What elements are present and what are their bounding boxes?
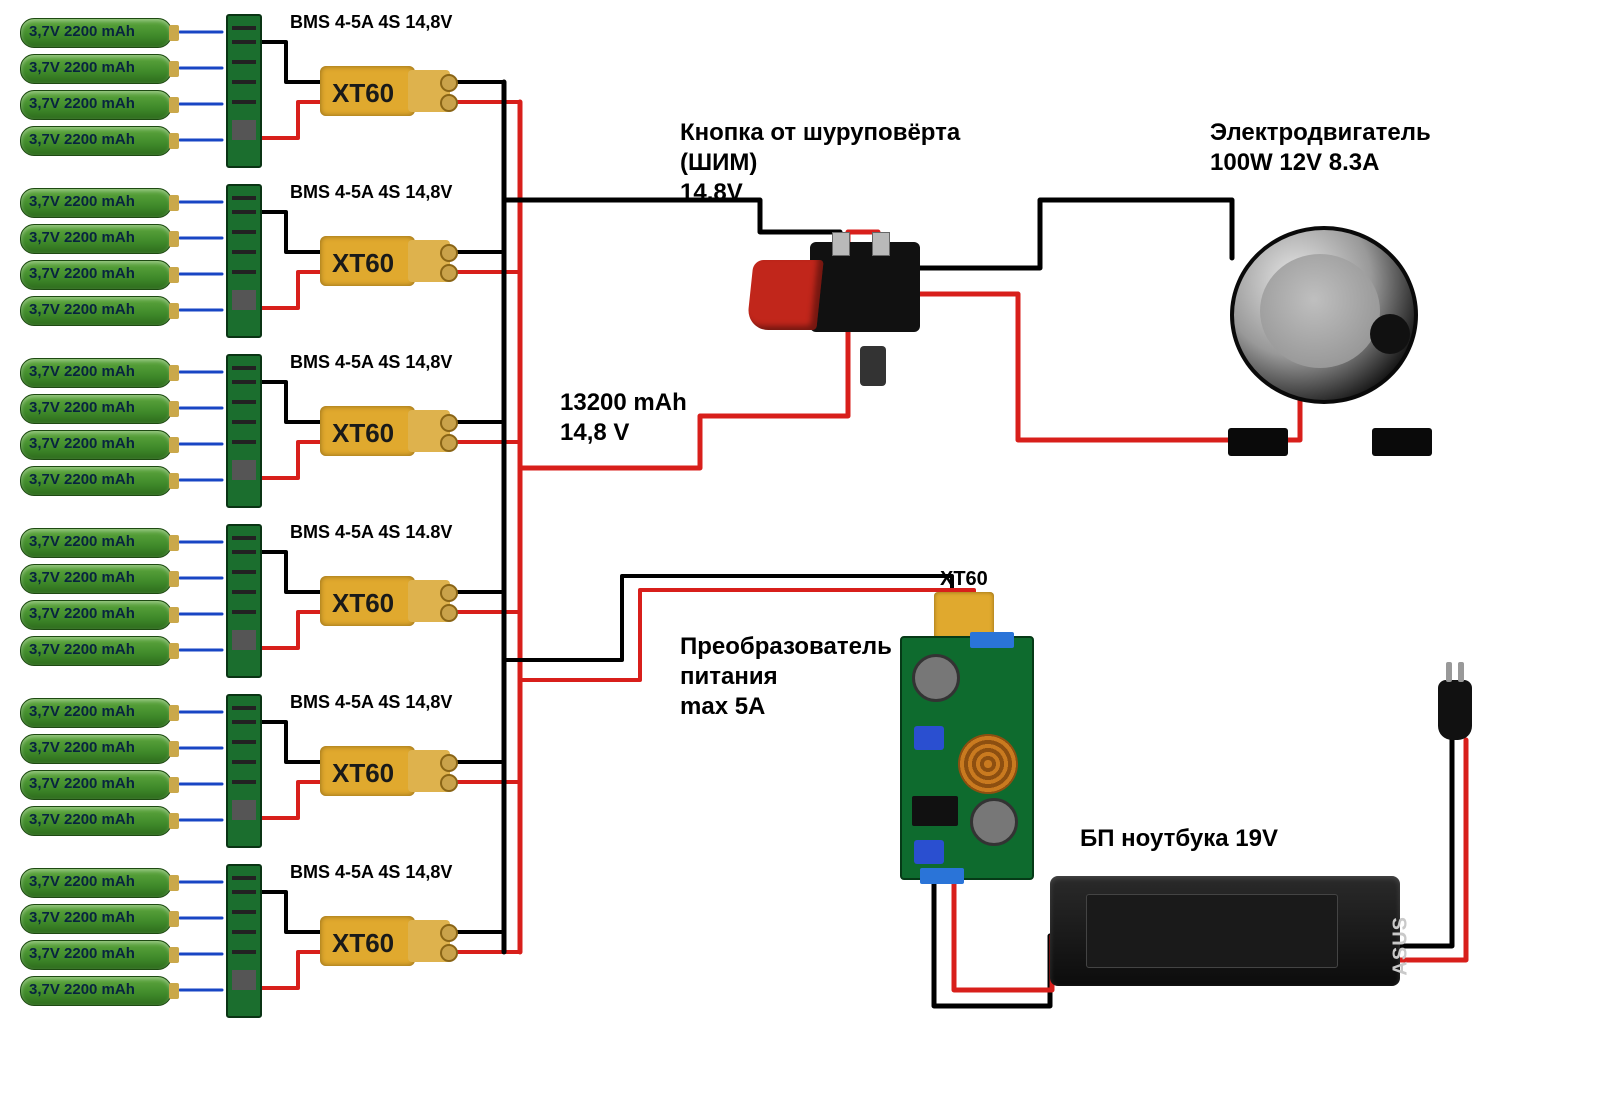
cell-label: 3,7V 2200 mAh (29, 363, 135, 380)
battery-cell: 3,7V 2200 mAh (20, 224, 172, 254)
battery-cell: 3,7V 2200 mAh (20, 868, 172, 898)
cell-label: 3,7V 2200 mAh (29, 193, 135, 210)
battery-cell: 3,7V 2200 mAh (20, 296, 172, 326)
cell-label: 3,7V 2200 mAh (29, 569, 135, 586)
cell-label: 3,7V 2200 mAh (29, 811, 135, 828)
cell-label: 3,7V 2200 mAh (29, 399, 135, 416)
bms-label: BMS 4-5A 4S 14,8V (290, 182, 452, 203)
battery-cell: 3,7V 2200 mAh (20, 358, 172, 388)
battery-cell: 3,7V 2200 mAh (20, 770, 172, 800)
battery-cell: 3,7V 2200 mAh (20, 734, 172, 764)
xt60-connector: XT60 (320, 568, 450, 634)
xt60-label: XT60 (332, 418, 394, 449)
cell-label: 3,7V 2200 mAh (29, 775, 135, 792)
battery-cell: 3,7V 2200 mAh (20, 564, 172, 594)
battery-cell: 3,7V 2200 mAh (20, 600, 172, 630)
battery-cell: 3,7V 2200 mAh (20, 636, 172, 666)
battery-cell: 3,7V 2200 mAh (20, 466, 172, 496)
battery-cell: 3,7V 2200 mAh (20, 430, 172, 460)
bms-label: BMS 4-5A 4S 14,8V (290, 12, 452, 33)
bms-label: BMS 4-5A 4S 14,8V (290, 352, 452, 373)
battery-cell: 3,7V 2200 mAh (20, 698, 172, 728)
cell-label: 3,7V 2200 mAh (29, 605, 135, 622)
cell-label: 3,7V 2200 mAh (29, 945, 135, 962)
psu-label: БП ноутбука 19V (1080, 824, 1278, 854)
battery-cell: 3,7V 2200 mAh (20, 260, 172, 290)
cell-label: 3,7V 2200 mAh (29, 873, 135, 890)
xt60-label: XT60 (940, 568, 988, 591)
drill-trigger-switch (760, 242, 920, 382)
motor-label: Электродвигатель 100W 12V 8.3A (1210, 118, 1431, 178)
xt60-label: XT60 (332, 758, 394, 789)
xt60-connector: XT60 (320, 738, 450, 804)
cell-label: 3,7V 2200 mAh (29, 131, 135, 148)
bms-board (226, 864, 262, 1018)
bms-board (226, 524, 262, 678)
cell-label: 3,7V 2200 mAh (29, 435, 135, 452)
cell-label: 3,7V 2200 mAh (29, 703, 135, 720)
bms-board (226, 184, 262, 338)
battery-cell: 3,7V 2200 mAh (20, 90, 172, 120)
trigger-label: Кнопка от шуруповёрта (ШИМ) 14.8V (680, 118, 960, 208)
xt60-label: XT60 (332, 248, 394, 279)
battery-cell: 3,7V 2200 mAh (20, 904, 172, 934)
bms-label: BMS 4-5A 4S 14.8V (290, 522, 452, 543)
bms-board (226, 694, 262, 848)
bms-board (226, 14, 262, 168)
dc-motor (1200, 196, 1460, 456)
psu-brand: ASUS (1390, 916, 1413, 976)
xt60-connector: XT60 (320, 228, 450, 294)
wiring-diagram: 3,7V 2200 mAh 3,7V 2200 mAh 3,7V 2200 mAh 3… (0, 0, 1600, 1100)
battery-cell: 3,7V 2200 mAh (20, 976, 172, 1006)
xt60-connector: XT60 (320, 398, 450, 464)
cell-label: 3,7V 2200 mAh (29, 909, 135, 926)
cell-label: 3,7V 2200 mAh (29, 981, 135, 998)
cell-label: 3,7V 2200 mAh (29, 229, 135, 246)
cell-label: 3,7V 2200 mAh (29, 23, 135, 40)
bms-board (226, 354, 262, 508)
cell-label: 3,7V 2200 mAh (29, 641, 135, 658)
buck-converter (900, 636, 1034, 880)
xt60-label: XT60 (332, 588, 394, 619)
cell-label: 3,7V 2200 mAh (29, 739, 135, 756)
xt60-label: XT60 (332, 928, 394, 959)
cell-label: 3,7V 2200 mAh (29, 95, 135, 112)
bms-label: BMS 4-5A 4S 14,8V (290, 862, 452, 883)
cell-label: 3,7V 2200 mAh (29, 265, 135, 282)
xt60-label: XT60 (332, 78, 394, 109)
battery-cell: 3,7V 2200 mAh (20, 806, 172, 836)
cell-label: 3,7V 2200 mAh (29, 59, 135, 76)
battery-cell: 3,7V 2200 mAh (20, 188, 172, 218)
mains-plug (1438, 680, 1472, 740)
xt60-connector: XT60 (320, 908, 450, 974)
battery-cell: 3,7V 2200 mAh (20, 528, 172, 558)
bus-rating-label: 13200 mAh 14,8 V (560, 388, 687, 448)
xt60-connector: XT60 (320, 58, 450, 124)
battery-cell: 3,7V 2200 mAh (20, 394, 172, 424)
cell-label: 3,7V 2200 mAh (29, 471, 135, 488)
laptop-psu: ASUS (1050, 876, 1400, 986)
battery-cell: 3,7V 2200 mAh (20, 54, 172, 84)
buck-converter-label: Преобразователь питания max 5A (680, 632, 892, 722)
battery-cell: 3,7V 2200 mAh (20, 18, 172, 48)
battery-cell: 3,7V 2200 mAh (20, 940, 172, 970)
cell-label: 3,7V 2200 mAh (29, 533, 135, 550)
bms-label: BMS 4-5A 4S 14,8V (290, 692, 452, 713)
battery-cell: 3,7V 2200 mAh (20, 126, 172, 156)
cell-label: 3,7V 2200 mAh (29, 301, 135, 318)
